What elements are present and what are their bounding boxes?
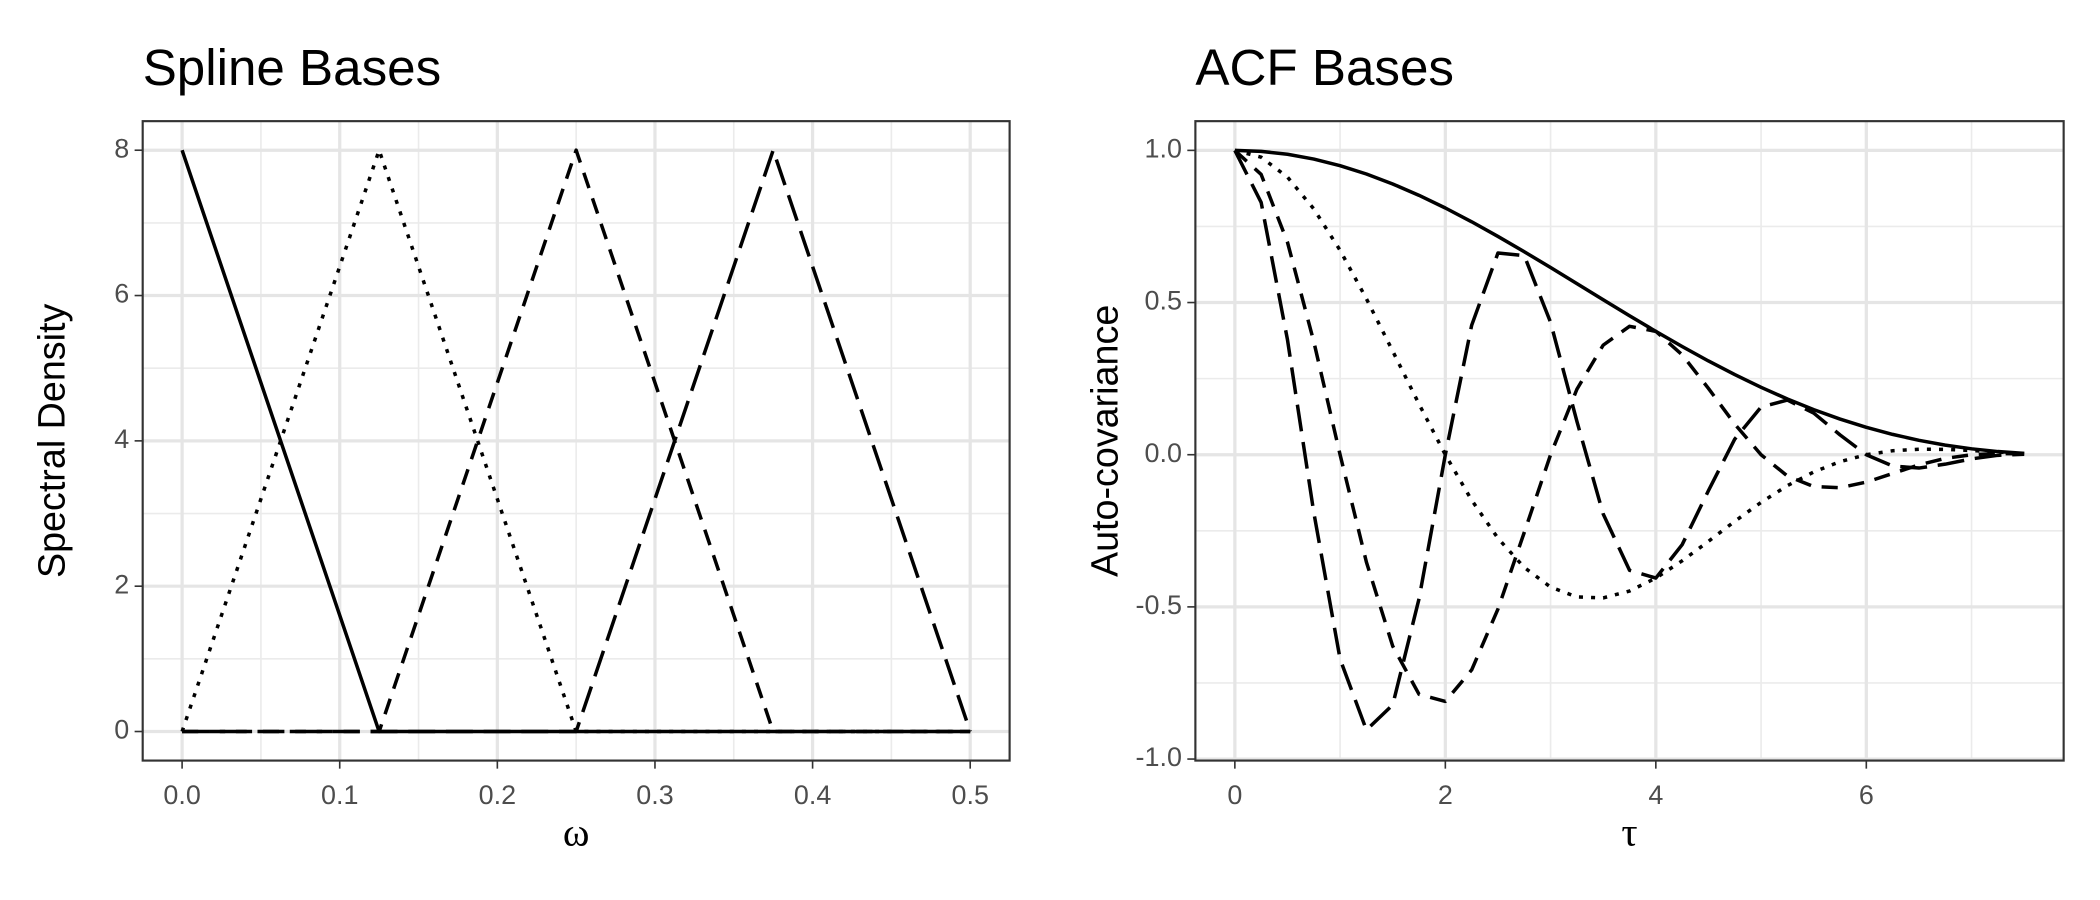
y-tick-label: 2: [114, 569, 129, 599]
panel-border: [1194, 120, 2065, 762]
series-line: [1234, 148, 2025, 456]
series-line: [182, 148, 971, 734]
x-tick-label: 0.5: [952, 780, 989, 810]
panel-background: [1195, 121, 2064, 761]
chart-title: Spline Bases: [143, 39, 442, 96]
x-tick-label: 2: [1438, 780, 1453, 810]
x-tick-label: 0.2: [479, 780, 516, 810]
x-tick-label: 0: [1227, 780, 1242, 810]
y-axis-title: Spectral Density: [31, 304, 73, 579]
y-axis-title: Auto-covariance: [1083, 305, 1125, 577]
y-tick-label: 8: [114, 133, 129, 163]
x-axis-title: ω: [563, 809, 590, 854]
x-axis-title: τ: [1621, 809, 1637, 854]
series-line: [182, 148, 972, 734]
y-tick-label: 1.0: [1145, 133, 1182, 163]
panel-border: [141, 120, 1011, 762]
x-tick-label: 4: [1648, 780, 1663, 810]
y-tick-label: -1.0: [1136, 742, 1182, 772]
series-line: [1233, 149, 2025, 732]
x-tick-label: 0.4: [794, 780, 831, 810]
y-tick-label: 0.0: [1145, 438, 1182, 468]
y-tick-label: 4: [114, 424, 129, 454]
x-tick-label: 0.0: [163, 780, 200, 810]
x-tick-label: 0.1: [321, 780, 358, 810]
x-tick-label: 0.3: [636, 780, 673, 810]
y-tick-label: -0.5: [1136, 590, 1182, 620]
chart-title: ACF Bases: [1195, 39, 1454, 96]
y-tick-label: 0: [114, 715, 129, 745]
x-tick-label: 6: [1859, 780, 1874, 810]
series-line: [1233, 149, 2025, 704]
y-tick-label: 0.5: [1145, 286, 1182, 316]
y-tick-label: 6: [114, 279, 129, 309]
series-line: [1234, 148, 2025, 600]
